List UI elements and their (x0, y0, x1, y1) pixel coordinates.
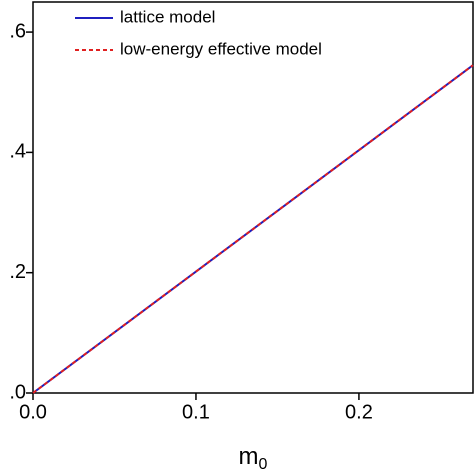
x-tick-label: 0.2 (345, 401, 373, 423)
x-axis-label-main: m (239, 443, 259, 470)
legend-label: low-energy effective model (120, 39, 322, 58)
y-tick-label: .2 (9, 261, 26, 283)
y-tick-label: .4 (9, 141, 26, 163)
y-tick-label: .0 (9, 381, 26, 403)
x-axis-label-subscript: 0 (259, 456, 268, 473)
data-line (32, 64, 474, 394)
plot-frame (32, 1, 474, 394)
y-tick-label: .6 (9, 20, 26, 42)
x-tick-label: 0.1 (182, 401, 210, 423)
legend-label: lattice model (120, 7, 215, 26)
x-tick-label: 0.0 (19, 401, 47, 423)
x-axis-label: m0 (239, 443, 268, 473)
